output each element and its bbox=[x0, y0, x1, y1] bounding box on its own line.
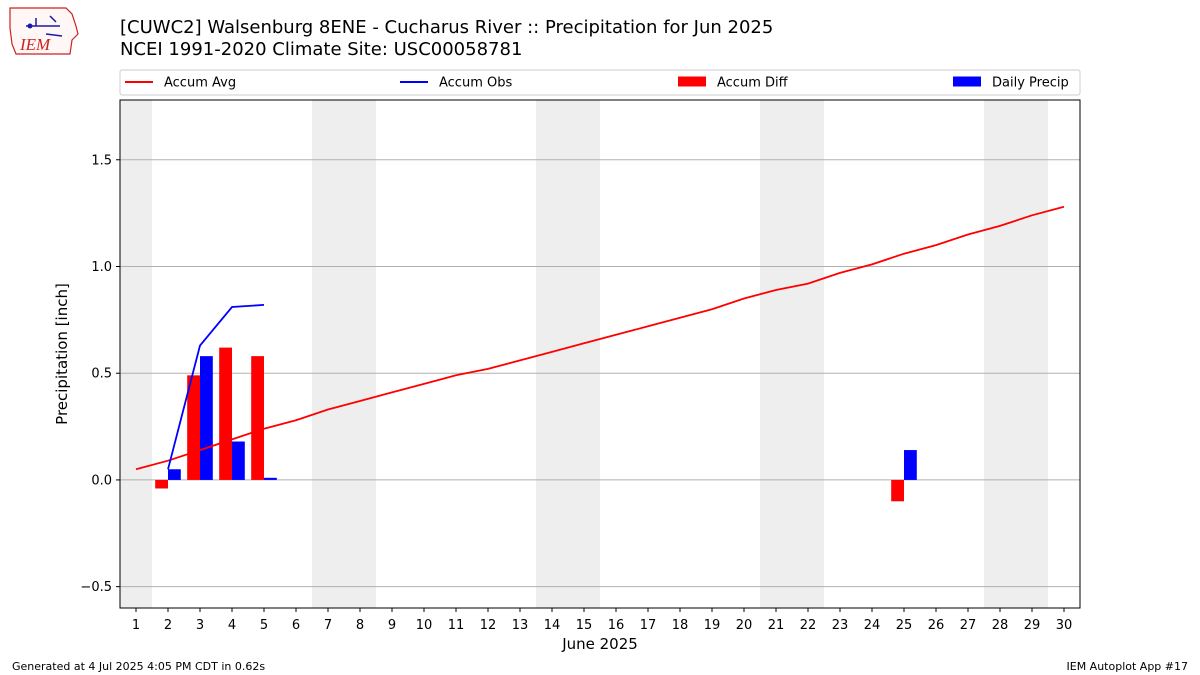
plot-frame bbox=[119, 99, 1081, 609]
daily-precip-bar bbox=[264, 477, 277, 480]
x-tick-label: 5 bbox=[260, 618, 268, 633]
x-tick-label: 6 bbox=[292, 618, 300, 633]
accum-obs-line bbox=[167, 304, 265, 470]
legend: Accum Avg Accum Obs Accum Diff Daily Precip bbox=[119, 69, 1081, 96]
weather-station-icon bbox=[26, 15, 63, 37]
chart-title: [CUWC2] Walsenburg 8ENE - Cucharus River… bbox=[120, 17, 773, 61]
weekend-band bbox=[1016, 100, 1048, 608]
x-tick-label: 2 bbox=[164, 618, 172, 633]
x-tick-label: 4 bbox=[228, 618, 236, 633]
y-tick-label: 0.0 bbox=[91, 473, 112, 488]
accum-avg-line bbox=[135, 205, 1065, 471]
legend-swatch-daily-precip bbox=[953, 76, 981, 87]
footer-app: IEM Autoplot App #17 bbox=[1066, 660, 1189, 673]
weekend-band bbox=[792, 100, 824, 608]
x-tick-label: 26 bbox=[928, 618, 945, 633]
iowa-outline-shape bbox=[9, 7, 79, 55]
x-tick-label: 15 bbox=[576, 618, 593, 633]
x-tick-label: 10 bbox=[416, 618, 433, 633]
y-tick-label: 1.0 bbox=[91, 260, 112, 275]
x-tick-label: 8 bbox=[356, 618, 364, 633]
x-tick-label: 30 bbox=[1056, 618, 1073, 633]
x-tick-label: 18 bbox=[672, 618, 689, 633]
accum-diff-bar bbox=[219, 347, 232, 480]
x-axis-label: June 2025 bbox=[561, 635, 638, 653]
accum-diff-bar bbox=[891, 479, 904, 502]
x-tick-label: 12 bbox=[480, 618, 497, 633]
weekend-band bbox=[568, 100, 600, 608]
y-tick-label: 1.5 bbox=[91, 153, 112, 168]
daily-precip-bar bbox=[168, 469, 181, 480]
legend-label-accum-diff: Accum Diff bbox=[717, 76, 789, 91]
daily-precip-bar bbox=[904, 450, 917, 480]
x-tick-label: 28 bbox=[992, 618, 1009, 633]
x-tick-label: 24 bbox=[864, 618, 881, 633]
daily-precip-bar bbox=[200, 356, 213, 480]
grid-lines bbox=[120, 159, 1080, 588]
y-tick-label: 0.5 bbox=[91, 367, 112, 382]
weekend-band bbox=[984, 100, 1016, 608]
legend-label-daily-precip: Daily Precip bbox=[992, 76, 1069, 91]
line-series bbox=[135, 205, 1065, 471]
legend-box bbox=[119, 69, 1081, 96]
weekend-band bbox=[344, 100, 376, 608]
axes: −0.50.00.51.01.51 2 3 4 5 6 7 8 9 10 11 12 13 14 15 16 1… bbox=[53, 153, 1072, 653]
accum-diff-bar bbox=[251, 356, 264, 480]
x-tick-label: 13 bbox=[512, 618, 529, 633]
x-tick-label: 17 bbox=[640, 618, 657, 633]
x-tick-label: 29 bbox=[1024, 618, 1041, 633]
weekend-band bbox=[760, 100, 792, 608]
x-tick-label: 19 bbox=[704, 618, 721, 633]
daily-precip-bar bbox=[232, 441, 245, 480]
weekend-band bbox=[120, 100, 152, 608]
x-tick-label: 21 bbox=[768, 618, 785, 633]
weekend-band bbox=[312, 100, 344, 608]
y-tick-label: −0.5 bbox=[80, 580, 112, 595]
accum-diff-bar bbox=[155, 479, 168, 489]
x-tick-label: 7 bbox=[324, 618, 332, 633]
x-tick-label: 9 bbox=[388, 618, 396, 633]
iem-logo: IEM bbox=[9, 7, 79, 55]
weekend-bands bbox=[120, 100, 1048, 608]
x-tick-label: 20 bbox=[736, 618, 753, 633]
legend-label-accum-obs: Accum Obs bbox=[439, 76, 512, 91]
x-tick-label: 27 bbox=[960, 618, 977, 633]
x-tick-label: 22 bbox=[800, 618, 817, 633]
x-tick-label: 25 bbox=[896, 618, 913, 633]
footer-generated: Generated at 4 Jul 2025 4:05 PM CDT in 0… bbox=[12, 660, 266, 673]
x-tick-label: 3 bbox=[196, 618, 204, 633]
title-line-2: NCEI 1991-2020 Climate Site: USC00058781 bbox=[120, 39, 523, 60]
legend-swatch-accum-diff bbox=[678, 76, 706, 87]
x-tick-label: 14 bbox=[544, 618, 561, 633]
y-axis-label: Precipitation [inch] bbox=[53, 283, 71, 425]
x-tick-label: 1 bbox=[132, 618, 140, 633]
logo-text: IEM bbox=[19, 35, 51, 54]
x-tick-label: 23 bbox=[832, 618, 849, 633]
x-tick-label: 11 bbox=[448, 618, 465, 633]
title-line-1: [CUWC2] Walsenburg 8ENE - Cucharus River… bbox=[120, 17, 774, 38]
x-tick-label: 16 bbox=[608, 618, 625, 633]
legend-label-accum-avg: Accum Avg bbox=[164, 76, 236, 91]
